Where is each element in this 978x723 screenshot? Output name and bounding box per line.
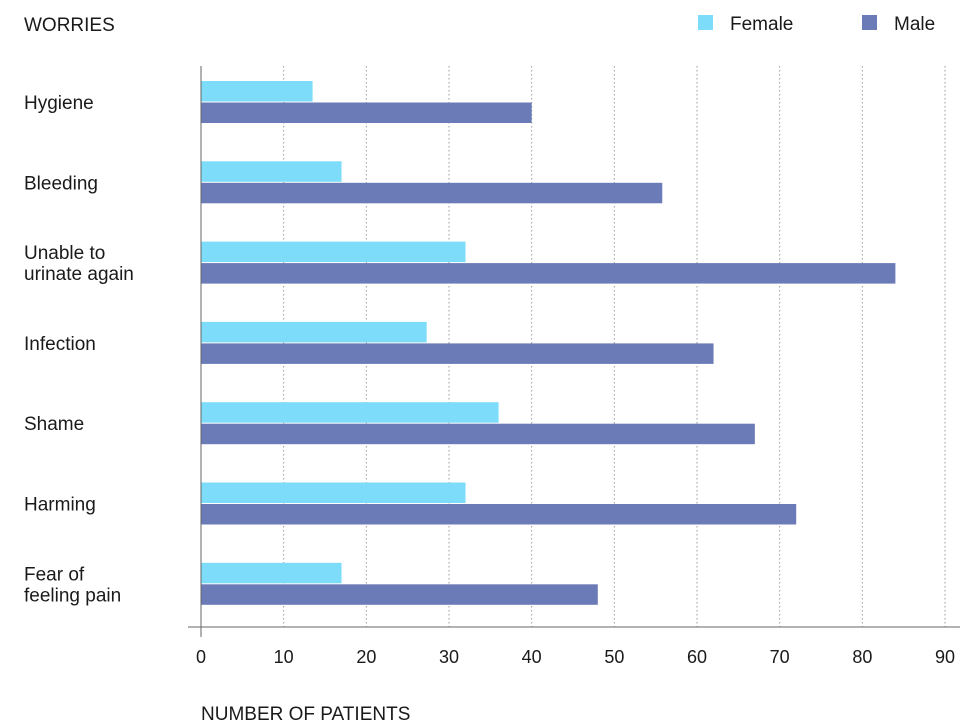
category-labels: Hygiene Bleeding Unable to urinate again Inf…	[24, 93, 134, 606]
legend-label-male: Male	[894, 14, 935, 35]
y-axis-title: WORRIES	[24, 15, 115, 36]
bar-male-6	[201, 504, 797, 525]
category-label: Harming	[24, 495, 96, 516]
bar-male-7	[201, 584, 598, 605]
x-tick-label: 50	[604, 647, 624, 667]
legend-swatch-female	[698, 15, 713, 30]
axes	[188, 66, 960, 637]
bar-male-2	[201, 182, 663, 204]
category-label: Fear of feeling pain	[24, 564, 121, 606]
category-label: Hygiene	[24, 93, 94, 114]
bar-male-3	[201, 263, 896, 284]
x-tick-label: 60	[687, 647, 707, 667]
bar-female-6	[201, 482, 466, 503]
legend-swatch-male	[862, 15, 877, 30]
x-tick-label: 30	[439, 647, 459, 667]
bars	[201, 81, 896, 605]
bar-female-7	[201, 562, 342, 584]
bar-female-4	[201, 321, 427, 343]
bar-female-5	[201, 402, 499, 423]
category-label: Infection	[24, 334, 96, 355]
x-axis-title: NUMBER OF PATIENTS	[201, 704, 410, 723]
x-tick-label: 80	[852, 647, 872, 667]
x-tick-label: 20	[356, 647, 376, 667]
bar-male-4	[201, 343, 714, 364]
bar-male-1	[201, 102, 532, 123]
x-tick-label: 10	[274, 647, 294, 667]
bar-female-3	[201, 241, 466, 263]
category-label: Shame	[24, 414, 84, 435]
category-label: Bleeding	[24, 173, 98, 194]
category-label: Unable to urinate again	[24, 243, 134, 285]
legend: Female Male	[698, 14, 935, 35]
x-tick-label: 40	[522, 647, 542, 667]
bar-female-2	[201, 161, 342, 182]
x-tick-label: 90	[935, 647, 955, 667]
x-tick-label: 0	[196, 647, 206, 667]
bar-female-1	[201, 81, 313, 102]
x-tick-label: 70	[770, 647, 790, 667]
x-tick-labels: 0 10 20 30 40 50 60 70 80 90	[196, 647, 955, 667]
bar-male-5	[201, 423, 755, 445]
legend-label-female: Female	[730, 14, 793, 35]
